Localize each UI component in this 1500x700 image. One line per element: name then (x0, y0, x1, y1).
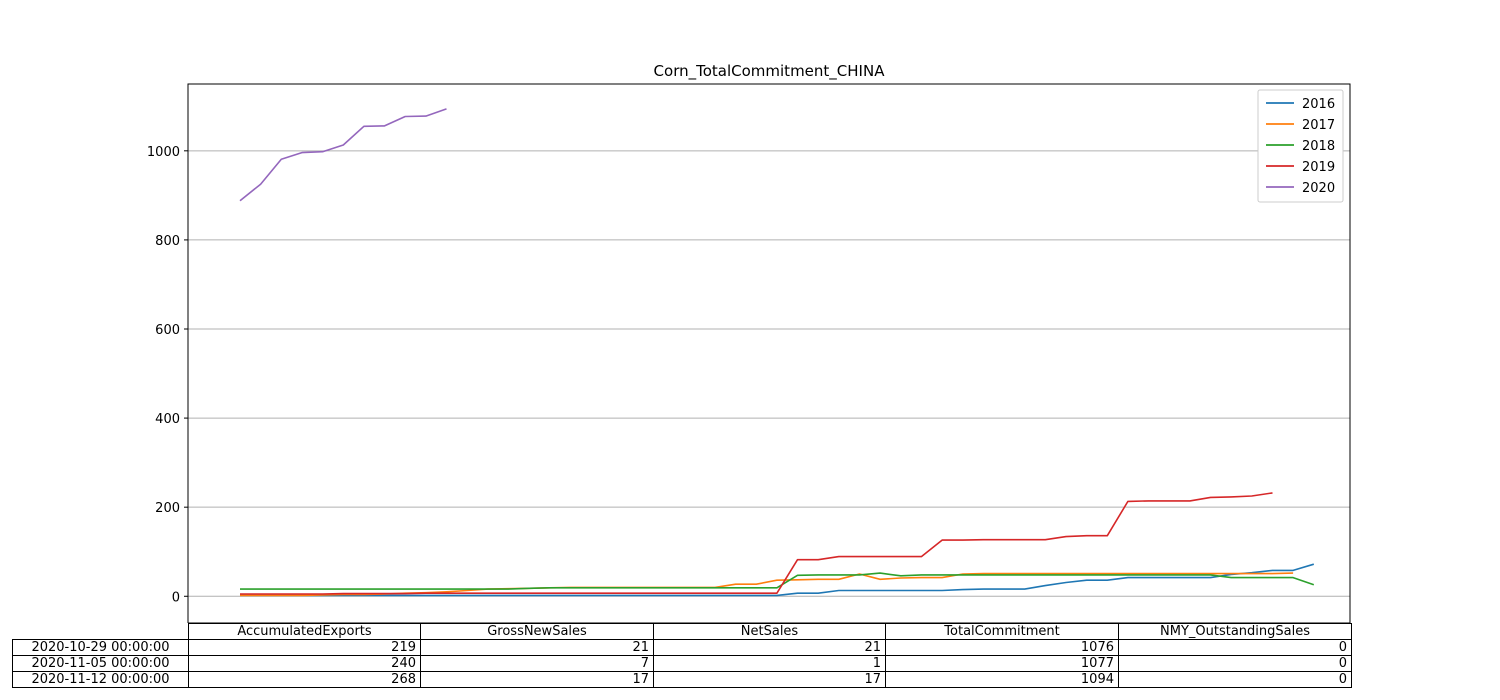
table-cell: 0 (1118, 639, 1352, 656)
table-row: 2020-11-05 00:00:00 240 7 1 1077 0 (12, 655, 1352, 672)
table-cell: 0 (1118, 655, 1352, 672)
legend-label: 2020 (1302, 181, 1335, 196)
table-corner (13, 624, 189, 640)
table-cell: 7 (420, 655, 654, 672)
data-table: AccumulatedExports GrossNewSales NetSale… (12, 623, 1352, 688)
y-tick-label: 600 (155, 323, 180, 338)
table-cell: 1094 (885, 671, 1119, 688)
plot-area-frame (187, 83, 1351, 623)
y-axis: 0 200 400 600 800 1000 (147, 145, 188, 605)
y-tick-label: 200 (155, 501, 180, 516)
legend-box (1257, 89, 1344, 203)
column-header: NMY_OutstandingSales (1118, 623, 1352, 640)
column-header: AccumulatedExports (188, 623, 421, 640)
table-cell: 1 (653, 655, 886, 672)
legend-label: 2018 (1302, 139, 1335, 154)
column-header: TotalCommitment (885, 623, 1119, 640)
table-cell: 1077 (885, 655, 1119, 672)
table-cell: 219 (188, 639, 421, 656)
table-row: 2020-10-29 00:00:00 219 21 21 1076 0 (12, 639, 1352, 656)
grid-lines (188, 150, 1350, 597)
series-line-2019 (240, 492, 1273, 595)
table-row: 2020-11-12 00:00:00 268 17 17 1094 0 (12, 671, 1352, 688)
row-label: 2020-10-29 00:00:00 (12, 639, 189, 656)
series-line-2017 (240, 572, 1294, 597)
y-tick-label: 1000 (147, 145, 180, 160)
table-cell: 17 (653, 671, 886, 688)
y-tick-label: 800 (155, 234, 180, 249)
table-header-row: AccumulatedExports GrossNewSales NetSale… (13, 623, 1352, 640)
series-line-2016 (240, 563, 1315, 597)
table-cell: 1076 (885, 639, 1119, 656)
y-tick-label: 400 (155, 412, 180, 427)
column-header: GrossNewSales (420, 623, 654, 640)
y-tick-label: 0 (172, 590, 180, 605)
legend-label: 2019 (1302, 160, 1335, 175)
table-cell: 17 (420, 671, 654, 688)
table-cell: 268 (188, 671, 421, 688)
table-cell: 21 (420, 639, 654, 656)
series-line-2018 (240, 572, 1315, 590)
table-cell: 240 (188, 655, 421, 672)
table-cell: 0 (1118, 671, 1352, 688)
chart-title: Corn_TotalCommitment_CHINA (654, 62, 886, 81)
series-lines (239, 108, 1315, 597)
legend-label: 2017 (1302, 118, 1335, 133)
line-chart: Corn_TotalCommitment_CHINA 0 200 400 600 800… (147, 62, 1351, 623)
series-line-2020 (239, 108, 447, 202)
table-cell: 21 (653, 639, 886, 656)
legend-label: 2016 (1302, 97, 1335, 112)
row-label: 2020-11-05 00:00:00 (12, 655, 189, 672)
legend: 2016 2017 2018 2019 2020 (1257, 89, 1344, 203)
column-header: NetSales (653, 623, 886, 640)
row-label: 2020-11-12 00:00:00 (12, 671, 189, 688)
